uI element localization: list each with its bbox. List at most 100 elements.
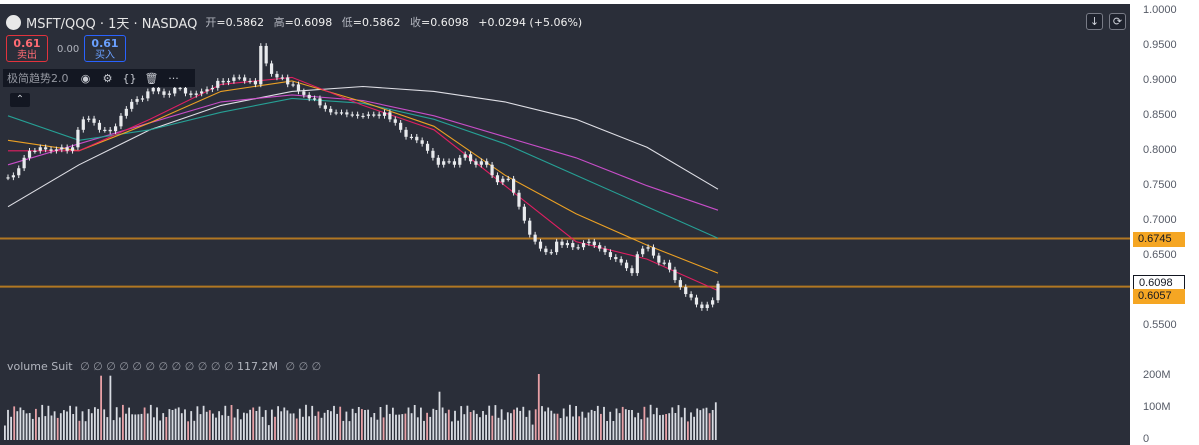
volume-bar xyxy=(392,407,394,440)
volume-bar xyxy=(441,407,444,440)
candle-body xyxy=(329,108,333,113)
candle-body xyxy=(560,241,564,246)
candle-body xyxy=(264,45,268,64)
volume-bar xyxy=(342,420,345,440)
ma-line-2 xyxy=(7,97,719,239)
arrow-down-icon[interactable]: ↓ xyxy=(1086,13,1103,30)
gear-icon[interactable]: ⚙ xyxy=(102,71,113,85)
candle-body xyxy=(54,149,59,151)
volume-bar xyxy=(534,409,537,440)
volume-bar xyxy=(295,418,298,440)
price-chart-svg[interactable] xyxy=(0,4,1130,445)
candle-body xyxy=(22,157,26,169)
volume-bar xyxy=(122,404,124,440)
eye-icon[interactable]: ◉ xyxy=(80,71,91,85)
volume-bar xyxy=(187,421,189,440)
volume-bar xyxy=(600,413,602,440)
y-tick-label: 0.7000 xyxy=(1143,213,1177,226)
volume-bar xyxy=(618,413,621,440)
indicator-name[interactable]: 极简趋势2.0 xyxy=(7,72,69,85)
volume-bar xyxy=(401,414,404,440)
candle-body xyxy=(312,98,317,100)
candle-body xyxy=(49,149,53,151)
candle-body xyxy=(630,268,634,274)
volume-bar xyxy=(317,411,320,440)
volume-bar xyxy=(196,406,199,440)
candle-body xyxy=(108,129,112,132)
close-value: =0.6098 xyxy=(421,16,469,29)
candle-body xyxy=(711,300,715,305)
volume-bar xyxy=(233,417,236,440)
volume-bar xyxy=(407,407,410,440)
volume-bar xyxy=(258,406,261,440)
candle-body xyxy=(76,129,80,148)
candle-body xyxy=(345,112,349,115)
volume-bar xyxy=(388,413,391,440)
volume-bar xyxy=(184,409,186,440)
refresh-icon[interactable]: ⟳ xyxy=(1109,13,1126,30)
volume-bar xyxy=(50,415,53,440)
volume-bar xyxy=(516,407,518,440)
close-label: 收 xyxy=(410,16,422,29)
volume-bar xyxy=(562,408,565,440)
buy-button[interactable]: 0.61 买入 xyxy=(84,35,126,62)
candle-body xyxy=(678,280,682,288)
candle-body xyxy=(113,126,118,132)
volume-bar xyxy=(668,413,671,440)
volume-bar xyxy=(103,409,106,440)
candle-body xyxy=(366,114,370,116)
candle-body xyxy=(544,248,548,253)
candle-body xyxy=(339,112,344,114)
volume-bar xyxy=(382,417,385,440)
symbol-title[interactable]: MSFT/QQQ · 1天 · NASDAQ xyxy=(26,16,198,32)
price-label: 0.6098 xyxy=(1133,274,1185,290)
chart-panel[interactable]: MSFT/QQQ · 1天 · NASDAQ 开=0.5862 高=0.6098… xyxy=(0,4,1130,445)
volume-bar xyxy=(94,407,96,440)
volume-bar xyxy=(637,412,640,440)
volume-bar xyxy=(491,415,494,440)
volume-bar xyxy=(199,414,202,440)
y-tick-label: 0.7500 xyxy=(1143,178,1177,191)
volume-bar xyxy=(565,416,568,440)
candle-body xyxy=(81,119,85,130)
candle-body xyxy=(135,99,139,102)
candle-body xyxy=(404,129,408,137)
volume-bar xyxy=(159,420,161,440)
volume-bar xyxy=(224,405,227,440)
indicator-legend[interactable]: 极简趋势2.0 ◉ ⚙ {} 🗑 ··· xyxy=(3,69,195,87)
braces-icon[interactable]: {} xyxy=(122,71,137,85)
price-axis[interactable] xyxy=(1130,4,1199,445)
candle-body xyxy=(377,114,381,116)
sell-button[interactable]: 0.61 卖出 xyxy=(6,35,48,62)
candle-body xyxy=(479,161,483,165)
volume-bar xyxy=(97,408,99,440)
volume-bar xyxy=(326,410,329,440)
spread-value: 0.00 xyxy=(57,44,80,55)
volume-bar xyxy=(416,417,419,440)
candle-body xyxy=(178,87,182,90)
candle-body xyxy=(269,63,274,74)
volume-bar xyxy=(646,417,649,440)
volume-bar xyxy=(469,412,472,440)
volume-bar xyxy=(35,408,37,440)
volume-bar xyxy=(13,406,16,440)
volume-bar xyxy=(457,420,459,440)
volume-bar xyxy=(606,421,608,440)
candle-body xyxy=(517,192,521,207)
candle-body xyxy=(667,262,672,270)
volume-bar xyxy=(550,410,553,440)
candle-body xyxy=(651,247,656,256)
volume-bar xyxy=(479,417,481,440)
candle-body xyxy=(307,94,311,99)
volume-legend[interactable]: volume Suit ∅ ∅ ∅ ∅ ∅ ∅ ∅ ∅ ∅ ∅ ∅ ∅ 117.… xyxy=(7,360,321,373)
chevron-up-icon[interactable]: ⌃ xyxy=(10,93,30,107)
volume-bar xyxy=(690,412,692,440)
volume-bar xyxy=(305,404,307,440)
volume-bar xyxy=(373,413,376,440)
more-icon[interactable]: ··· xyxy=(168,71,179,85)
volume-bar xyxy=(302,416,304,440)
candle-body xyxy=(382,112,387,116)
trash-icon[interactable]: 🗑 xyxy=(144,71,159,85)
candle-body xyxy=(635,254,639,274)
volume-bar xyxy=(56,417,59,440)
